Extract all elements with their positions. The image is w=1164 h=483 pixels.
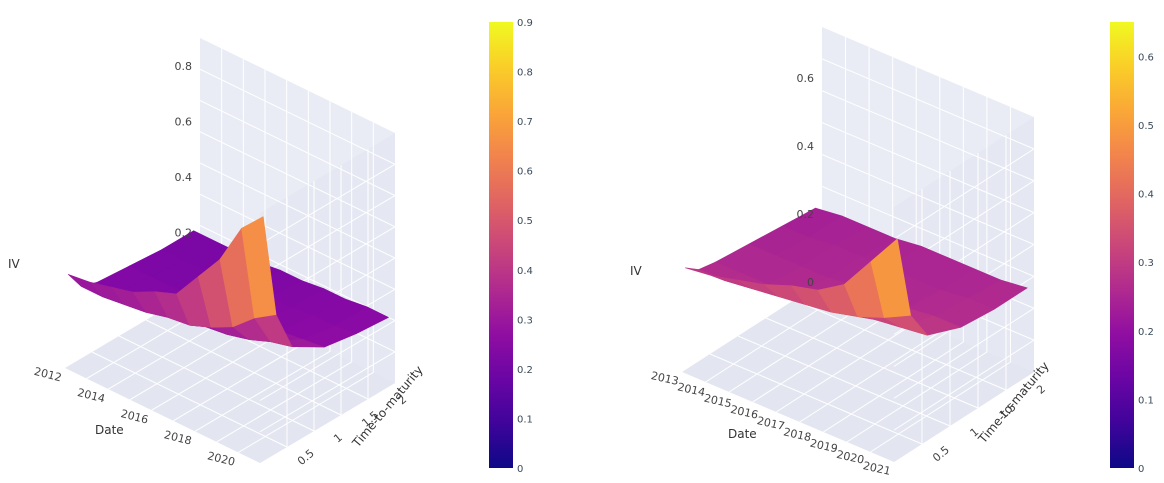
y-floor-gridline [709,353,923,445]
z-axis-title: IV [630,264,643,278]
colorbar-tick-label: 0 [517,464,523,475]
x-axis-title: Date [728,427,757,441]
z-tick-label: 0.2 [175,226,193,239]
x-tick-label: 2018 [163,428,193,448]
x-floor-gridline [752,311,893,403]
floor [682,282,1034,462]
x-tick-label: 2016 [729,403,759,422]
colorbar: 0 0.1 0.2 0.3 0.4 0.5 0.6 0.7 0.8 0.9 [489,18,533,475]
surface-chart-left[interactable]: 0.2 0.4 0.6 0.8 IV 2012 2014 2016 2018 2020 Date 0.… [0,0,582,483]
surface-chart-right[interactable]: 0 0.2 0.4 0.6 IV 2013 2014 2015 2016 2017 2018 2019… [582,0,1164,483]
z-tick-label: 0.4 [175,171,193,184]
surface-plot-right[interactable]: 0 0.2 0.4 0.6 IV 2013201420152016201720182019… [582,0,1164,483]
y-floor-gridline [737,335,951,427]
x-tick-label: 2021 [862,459,892,478]
colorbar-gradient [1110,22,1134,468]
colorbar-tick-label: 0 [1138,464,1144,475]
y-floor-gridline [91,351,288,448]
x-tick-label: 2014 [676,380,706,399]
colorbar-tick-label: 0.7 [517,117,533,128]
x-tick-label: 2014 [76,386,106,406]
colorbar-tick-label: 0.2 [517,365,533,376]
z-tick-label: 0.6 [797,72,815,85]
y-floor-gridline [118,335,315,432]
x-tick-label: 2013 [650,369,680,388]
z-tick-label: 0 [807,276,814,289]
z-axis: 0 0.2 0.4 0.6 IV [630,72,814,289]
colorbar-gradient [489,22,513,468]
z-tick-label: 0.8 [175,60,193,73]
x-tick-label: 2020 [835,448,865,467]
colorbar-tick-label: 0.6 [1138,52,1154,63]
x-floor-gridline [151,329,287,411]
colorbar-tick-label: 0.4 [517,266,533,277]
x-floor-gridline [823,341,964,433]
colorbar-tick-label: 0.4 [1138,190,1154,201]
y-tick-label: 0.5 [295,447,317,468]
colorbar-tick-label: 0.3 [1138,258,1154,269]
colorbar-tick-label: 0.9 [517,18,533,29]
x-tick-label: 2019 [809,437,839,456]
colorbar-tick-label: 0.1 [1138,395,1154,406]
x-axis-title: Date [95,423,124,437]
y-tick-label: 1 [331,431,345,445]
colorbar-tick-label: 0.5 [1138,121,1154,132]
colorbar: 0 0.1 0.2 0.3 0.4 0.5 0.6 [1110,22,1154,475]
surface [685,207,1028,336]
x-floor-gridline [173,340,309,422]
x-floor-gridline [194,350,331,432]
z-axis: 0.2 0.4 0.6 0.8 IV [8,60,192,271]
x-floor-gridline [775,321,917,413]
x-tick-label: 2015 [703,392,733,411]
x-floor-gridline [870,361,1011,453]
surface [67,216,389,348]
y-tick-label: 0.5 [930,443,952,464]
x-tick-label: 2012 [33,365,63,385]
colorbar-tick-label: 0.2 [1138,327,1154,338]
x-tick-label: 2018 [782,425,812,444]
colorbar-tick-label: 0.5 [517,216,533,227]
x-floor-gridline [728,301,870,393]
colorbar-tick-label: 0.8 [517,68,533,79]
x-floor-gridline [238,372,374,453]
gridlines [705,37,1036,453]
z-tick-label: 0.2 [797,208,815,221]
z-tick-label: 0.6 [175,115,193,128]
z-tick-label: 0.4 [797,140,815,153]
x-tick-label: 2017 [756,414,786,433]
z-axis-title: IV [8,257,21,271]
colorbar-tick-label: 0.1 [517,414,533,425]
x-tick-label: 2020 [206,449,236,469]
floor [65,288,395,463]
y-floor-gridline [793,299,1007,391]
y-floor-gridline [765,317,979,409]
x-floor-gridline [799,331,941,423]
x-floor-gridline [846,351,988,443]
surface-patch [870,238,911,318]
x-floor-gridline [216,361,352,443]
colorbar-tick-label: 0.3 [517,315,533,326]
surface-patch [241,216,277,319]
colorbar-tick-label: 0.6 [517,167,533,178]
x-tick-label: 2016 [119,407,149,427]
y-floor-gridline [145,319,342,416]
surface-plot-left[interactable]: 0.2 0.4 0.6 0.8 IV 2012 2014 2016 2018 2020 Date 0.… [0,0,582,483]
